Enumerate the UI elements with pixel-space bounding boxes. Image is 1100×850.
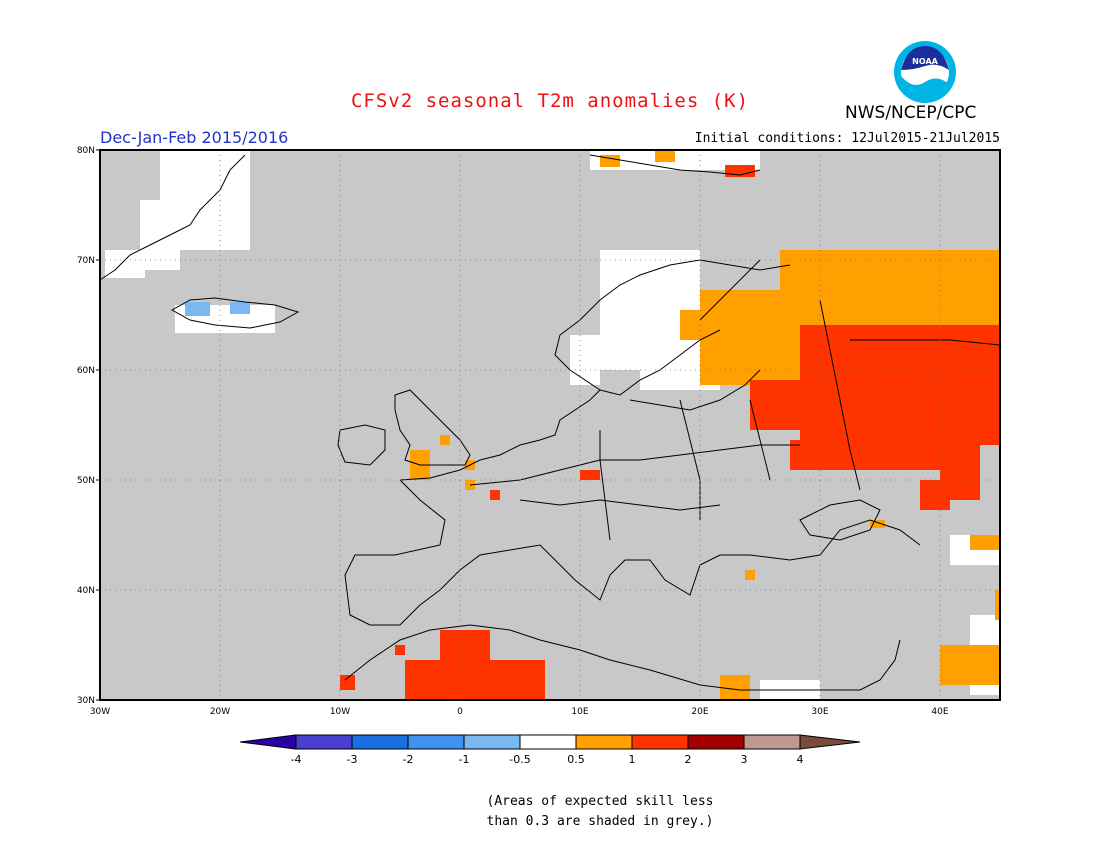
lon-tick-label: 30E	[811, 707, 828, 717]
skill-note: (Areas of expected skill less than 0.3 a…	[470, 792, 730, 832]
colorbar-label: -1	[459, 753, 470, 766]
colorbar-arrow-right	[799, 734, 861, 750]
colorbar-label: -4	[291, 753, 302, 766]
lat-tick-label: 40N	[77, 586, 95, 596]
colorbar-swatch	[407, 734, 465, 750]
noaa-logo-text: NOAA	[912, 57, 938, 66]
lat-tick-label: 30N	[77, 696, 95, 706]
initial-conditions-label: Initial conditions: 12Jul2015-21Jul2015	[694, 131, 1000, 146]
colorbar-label: -3	[347, 753, 358, 766]
colorbar-swatch	[295, 734, 353, 750]
map-frame	[99, 149, 1001, 701]
colorbar-swatch	[463, 734, 521, 750]
colorbar-label: 4	[797, 753, 804, 766]
lon-tick-label: 20W	[210, 707, 230, 717]
colorbar-swatch	[743, 734, 801, 750]
noaa-logo: NOAA	[894, 41, 956, 103]
lon-tick-label: 30W	[90, 707, 110, 717]
lat-tick-label: 60N	[77, 366, 95, 376]
lon-tick-label: 10E	[571, 707, 588, 717]
colorbar-label: 2	[685, 753, 692, 766]
colorbar-label: -0.5	[509, 753, 530, 766]
colorbar-swatch	[575, 734, 633, 750]
coastline-layer	[99, 154, 1001, 691]
colorbar-swatch	[351, 734, 409, 750]
map-panel: 30W 20W 10W 0 10E 20E 30E 40E 80N 70N 60N 50N 40N 30…	[77, 146, 1001, 717]
colorbar: -4 -3 -2 -1 -0.5 0.5 1 2 3 4	[239, 734, 861, 766]
colorbar-label: 1	[629, 753, 636, 766]
longitude-ticks: 30W 20W 10W 0 10E 20E 30E 40E	[90, 707, 949, 717]
colorbar-swatch	[631, 734, 689, 750]
agency-label: NWS/NCEP/CPC	[845, 103, 977, 123]
colorbar-swatch	[519, 734, 577, 750]
chart-title: CFSv2 seasonal T2m anomalies (K)	[350, 90, 750, 112]
colorbar-label: -2	[403, 753, 414, 766]
skill-note-line1: (Areas of expected skill less	[486, 794, 714, 809]
lon-tick-label: 20E	[691, 707, 708, 717]
colorbar-swatch	[687, 734, 745, 750]
skill-note-line2: than 0.3 are shaded in grey.)	[486, 814, 714, 829]
graticule	[100, 150, 1000, 700]
lat-tick-label: 70N	[77, 256, 95, 266]
colorbar-arrow-left	[239, 734, 297, 750]
lon-tick-label: 40E	[931, 707, 948, 717]
lat-tick-label: 80N	[77, 146, 95, 156]
colorbar-label: 0.5	[567, 753, 585, 766]
colorbar-label: 3	[741, 753, 748, 766]
lat-tick-label: 50N	[77, 476, 95, 486]
latitude-ticks: 80N 70N 60N 50N 40N 30N	[77, 146, 100, 706]
lon-tick-label: 10W	[330, 707, 350, 717]
lon-tick-label: 0	[457, 707, 463, 717]
season-label: Dec-Jan-Feb 2015/2016	[100, 128, 289, 147]
